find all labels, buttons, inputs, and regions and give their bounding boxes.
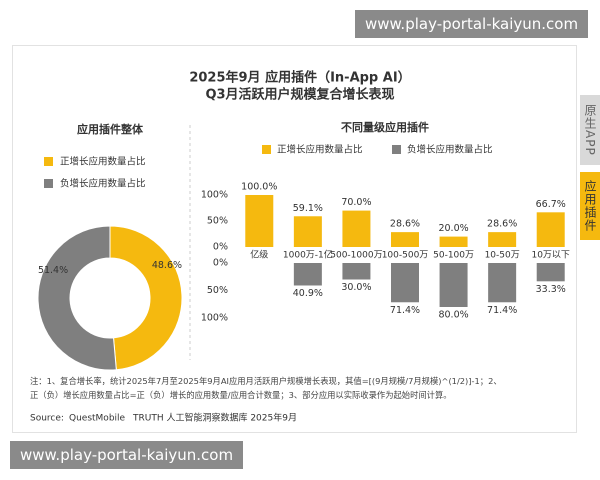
bar: [536, 263, 565, 282]
bar: [293, 263, 322, 286]
legend-label: 正增长应用数量占比: [277, 144, 363, 156]
x-tick-label: 亿级: [250, 249, 268, 261]
donut-slice: [109, 225, 183, 371]
legend-swatch: [44, 179, 53, 188]
watermark: www.play-portal-kaiyun.com: [10, 441, 244, 469]
bar: [245, 195, 274, 247]
bar: [488, 232, 517, 247]
value-label: 66.7%: [536, 199, 566, 210]
value-label: 100.0%: [241, 182, 277, 193]
y-tick-label: 100%: [201, 190, 228, 201]
bar: [342, 263, 371, 280]
source-text: TRUTH 人工智能洞察数据库 2025年9月: [132, 412, 297, 424]
legend-swatch: [392, 145, 401, 154]
value-label: 20.0%: [438, 223, 468, 234]
value-label: 40.9%: [293, 288, 323, 299]
tab[interactable]: 原生APP: [580, 95, 600, 165]
value-label: 59.1%: [293, 203, 323, 214]
legend-label: 正增长应用数量占比: [60, 156, 146, 168]
legend-label: 负增长应用数量占比: [407, 144, 493, 156]
legend-swatch: [44, 157, 53, 166]
y2-tick-label: 100%: [201, 313, 228, 324]
x-tick-label: 500-1000万: [330, 251, 382, 261]
chart-title: 应用插件整体: [77, 122, 144, 136]
value-label: 70.0%: [341, 197, 371, 208]
x-tick-label: 100-500万: [382, 251, 429, 261]
value-label: 28.6%: [390, 219, 420, 230]
watermark: www.play-portal-kaiyun.com: [355, 10, 589, 38]
x-tick-label: 10万以下: [531, 251, 569, 261]
bar: [391, 263, 419, 303]
x-tick-label: 1000万-1亿: [283, 249, 333, 261]
x-tick-label: 50-100万: [433, 251, 474, 261]
x-tick-label: 10-50万: [485, 251, 520, 261]
bar: [439, 263, 468, 307]
legend-label: 负增长应用数量占比: [60, 178, 146, 190]
y-tick-label: 50%: [207, 216, 228, 227]
note: 注：1、复合增长率，统计2025年7月至2025年9月AI应用月活跃用户规模增长…: [30, 376, 502, 386]
value-label: 33.3%: [536, 284, 566, 295]
bar: [342, 210, 371, 247]
value-label: 80.0%: [438, 310, 468, 321]
bar: [488, 263, 517, 303]
bar: [439, 236, 468, 247]
value-label: 71.4%: [487, 305, 517, 316]
y2-tick-label: 0%: [213, 258, 228, 269]
note: 正（负）增长应用数量占比=正（负）增长的应用数量/应用合计数量；3、部分应用以实…: [30, 390, 452, 400]
value-label: 28.6%: [487, 219, 517, 230]
value-label: 30.0%: [341, 282, 371, 293]
source-brand: QuestMobile: [69, 414, 126, 424]
source-prefix: Source:: [30, 414, 64, 424]
value-label: 51.4%: [38, 265, 68, 276]
y2-tick-label: 50%: [207, 285, 228, 296]
y-tick-label: 0%: [213, 242, 228, 253]
value-label: 48.6%: [152, 260, 182, 271]
title: 2025年9月 应用插件（In-App AI）: [189, 70, 410, 86]
bar: [293, 216, 322, 247]
title: Q3月活跃用户规模复合增长表现: [205, 87, 394, 103]
tab[interactable]: 应用插件: [580, 172, 600, 240]
bar: [391, 232, 419, 247]
donut-slice: [37, 225, 117, 371]
chart-title: 不同量级应用插件: [341, 120, 429, 134]
legend-swatch: [262, 145, 271, 154]
bar: [536, 212, 565, 247]
value-label: 71.4%: [390, 305, 420, 316]
